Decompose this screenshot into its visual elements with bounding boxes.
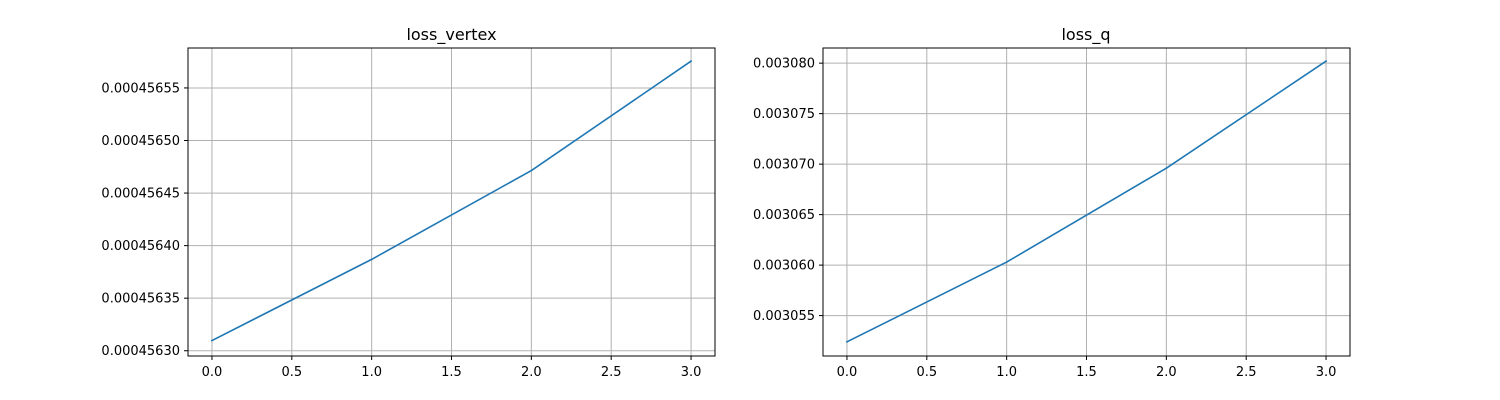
x-tick-label: 3.0 bbox=[1316, 365, 1337, 380]
plot-frame bbox=[187, 47, 716, 357]
y-tick-label: 0.00045640 bbox=[101, 239, 180, 254]
data-point bbox=[1165, 167, 1168, 169]
x-tick-label: 0.5 bbox=[281, 365, 302, 380]
data-point bbox=[370, 258, 373, 261]
y-tick-label: 0.003080 bbox=[753, 57, 815, 72]
grid bbox=[188, 48, 715, 356]
x-tick-label: 0.5 bbox=[916, 365, 937, 380]
data-point bbox=[846, 341, 848, 343]
y-tick-label: 0.00045635 bbox=[101, 292, 180, 307]
series-line bbox=[845, 60, 1328, 343]
x-tick-label: 1.5 bbox=[441, 365, 462, 380]
x-tick-label: 2.0 bbox=[521, 365, 542, 380]
y-tick-label: 0.003075 bbox=[753, 107, 815, 122]
loss-vertex-chart: loss_vertex 0.0 0.5 1.0 1.5 2.0 2.5 3.0 0.00045… bbox=[101, 25, 716, 380]
data-point bbox=[1005, 261, 1008, 263]
x-tick-label: 2.0 bbox=[1156, 365, 1177, 380]
x-tick-label: 3.0 bbox=[681, 365, 702, 380]
y-tick-label: 0.003060 bbox=[753, 259, 815, 274]
chart-title: loss_vertex bbox=[406, 25, 496, 45]
loss-q-chart: loss_q 0.0 0.5 1.0 1.5 2.0 2.5 3.0 0.003055 0.00… bbox=[753, 25, 1351, 380]
chart-title: loss_q bbox=[1061, 25, 1110, 45]
x-tick-label: 0.0 bbox=[202, 365, 223, 380]
x-tick-label: 1.5 bbox=[1076, 365, 1097, 380]
y-tick-label: 0.00045645 bbox=[101, 187, 180, 202]
data-point bbox=[1325, 60, 1327, 62]
y-tick-label: 0.003055 bbox=[753, 309, 815, 324]
data-point bbox=[211, 339, 213, 342]
x-tick-label: 2.5 bbox=[601, 365, 622, 380]
y-tick-label: 0.00045655 bbox=[101, 81, 180, 96]
data-point bbox=[530, 169, 533, 172]
y-tick-label: 0.003065 bbox=[753, 208, 815, 223]
data-point bbox=[690, 60, 692, 62]
plot-frame bbox=[822, 47, 1351, 357]
grid bbox=[823, 48, 1350, 356]
y-tick-label: 0.00045630 bbox=[101, 344, 180, 359]
x-tick-label: 2.5 bbox=[1236, 365, 1257, 380]
x-tick-label: 0.0 bbox=[837, 365, 858, 380]
x-tick-label: 1.0 bbox=[996, 365, 1017, 380]
y-tick-label: 0.00045650 bbox=[101, 134, 180, 149]
series-line bbox=[210, 60, 693, 342]
y-tick-label: 0.003070 bbox=[753, 158, 815, 173]
x-tick-label: 1.0 bbox=[361, 365, 382, 380]
